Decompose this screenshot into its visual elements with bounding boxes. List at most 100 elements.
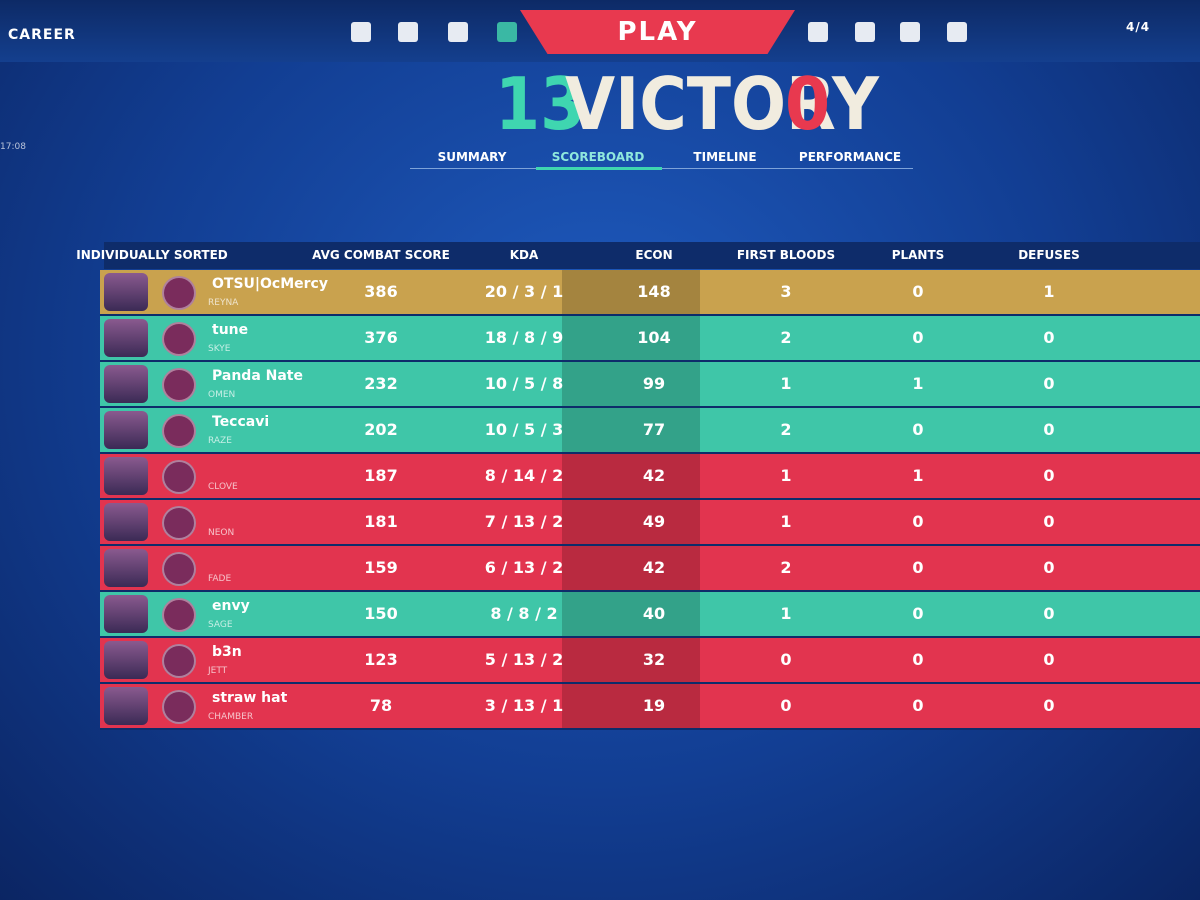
agent-name: NEON [208,528,235,538]
home-icon[interactable] [351,22,371,42]
player-row[interactable]: b3n JETT 123 5 / 13 / 2 32 0 0 0 [100,638,1200,684]
agents-icon[interactable] [448,22,468,42]
stat-econ: 104 [637,328,671,347]
rank-icon [162,322,196,356]
kda-shade [562,316,700,360]
agent-name: RAZE [208,436,232,446]
player-name: envy [212,598,250,614]
player-row[interactable]: OTSU|OcMercy REYNA 386 20 / 3 / 1 148 3 0 1 [100,270,1200,316]
rank-icon [162,276,196,310]
stat-first-bloods: 1 [780,466,792,485]
stat-acs: 376 [364,328,398,347]
stat-plants: 0 [912,558,924,577]
player-row[interactable]: NEON 181 7 / 13 / 2 49 1 0 0 [100,500,1200,546]
stat-econ: 32 [642,650,666,669]
kda-shade [562,270,700,314]
stat-defuses: 0 [1043,420,1055,439]
stat-acs: 159 [364,558,398,577]
tab[interactable]: PERFORMANCE [798,150,902,164]
rank-icon [162,644,196,678]
stat-econ: 148 [637,282,671,301]
agent-portrait [104,273,148,311]
agent-name: SKYE [208,344,231,354]
stat-acs: 386 [364,282,398,301]
player-row[interactable]: straw hat CHAMBER 78 3 / 13 / 1 19 0 0 0 [100,684,1200,730]
stat-kda: 18 / 8 / 9 [484,328,564,347]
stat-econ: 19 [642,696,666,715]
stat-acs: 78 [369,696,393,715]
stat-first-bloods: 3 [780,282,792,301]
stat-econ: 42 [642,558,666,577]
stat-first-bloods: 2 [780,328,792,347]
kda-shade [562,546,700,590]
career-link[interactable]: CAREER [8,27,76,43]
stat-first-bloods: 1 [780,512,792,531]
party-size: 4/4 [1126,20,1151,34]
clock: 17:08 [0,142,26,152]
agent-portrait [104,549,148,587]
stat-plants: 0 [912,604,924,623]
player-name: b3n [212,644,242,660]
store-icon[interactable] [900,22,920,42]
table-header: INDIVIDUALLY SORTED AVG COMBAT SCORE KDA EC… [76,242,1200,269]
stat-plants: 0 [912,512,924,531]
kda-shade [562,684,700,728]
stat-defuses: 0 [1043,512,1055,531]
column-header: DEFUSES [1018,248,1080,262]
stat-plants: 0 [912,420,924,439]
agent-portrait [104,365,148,403]
player-row[interactable]: Teccavi RAZE 202 10 / 5 / 3 77 2 0 0 [100,408,1200,454]
column-header: PLANTS [891,248,945,262]
tab[interactable]: SCOREBOARD [551,150,645,164]
player-row[interactable]: tune SKYE 376 18 / 8 / 9 104 2 0 0 [100,316,1200,362]
stat-plants: 0 [912,650,924,669]
stat-first-bloods: 1 [780,604,792,623]
collection-icon[interactable] [855,22,875,42]
agent-portrait [104,411,148,449]
stat-plants: 0 [912,282,924,301]
play-button[interactable]: PLAY [520,10,795,54]
rank-icon[interactable] [947,22,967,42]
kda-shade [562,500,700,544]
stat-plants: 1 [912,374,924,393]
pass-icon[interactable] [398,22,418,42]
player-name: straw hat [212,690,288,706]
stat-econ: 49 [642,512,666,531]
rank-icon [162,598,196,632]
rank-icon [162,414,196,448]
stat-kda: 5 / 13 / 2 [484,650,564,669]
stat-defuses: 0 [1043,696,1055,715]
social-icon[interactable] [808,22,828,42]
column-header: INDIVIDUALLY SORTED [76,248,228,262]
agent-portrait [104,457,148,495]
stat-acs: 123 [364,650,398,669]
agent-name: JETT [208,666,228,676]
tab[interactable]: SUMMARY [437,150,507,164]
stat-acs: 150 [364,604,398,623]
stat-kda: 8 / 14 / 2 [484,466,564,485]
agent-portrait [104,595,148,633]
kda-shade [562,454,700,498]
kda-shade [562,362,700,406]
player-row[interactable]: envy SAGE 150 8 / 8 / 2 40 1 0 0 [100,592,1200,638]
agent-name: CHAMBER [208,712,254,722]
tab[interactable]: TIMELINE [693,150,757,164]
stat-first-bloods: 1 [780,374,792,393]
agent-name: SAGE [208,620,233,630]
stat-acs: 232 [364,374,398,393]
agent-name: CLOVE [208,482,238,492]
career-icon[interactable] [497,22,517,42]
player-row[interactable]: FADE 159 6 / 13 / 2 42 2 0 0 [100,546,1200,592]
stat-defuses: 0 [1043,466,1055,485]
column-header: KDA [509,248,539,262]
stat-econ: 40 [642,604,666,623]
player-row[interactable]: CLOVE 187 8 / 14 / 2 42 1 1 0 [100,454,1200,500]
rank-icon [162,552,196,586]
stat-plants: 0 [912,328,924,347]
stat-kda: 8 / 8 / 2 [490,604,558,623]
stat-plants: 0 [912,696,924,715]
player-row[interactable]: Panda Nate OMEN 232 10 / 5 / 8 99 1 1 0 [100,362,1200,408]
rank-icon [162,690,196,724]
stat-acs: 187 [364,466,398,485]
agent-name: OMEN [208,390,236,400]
